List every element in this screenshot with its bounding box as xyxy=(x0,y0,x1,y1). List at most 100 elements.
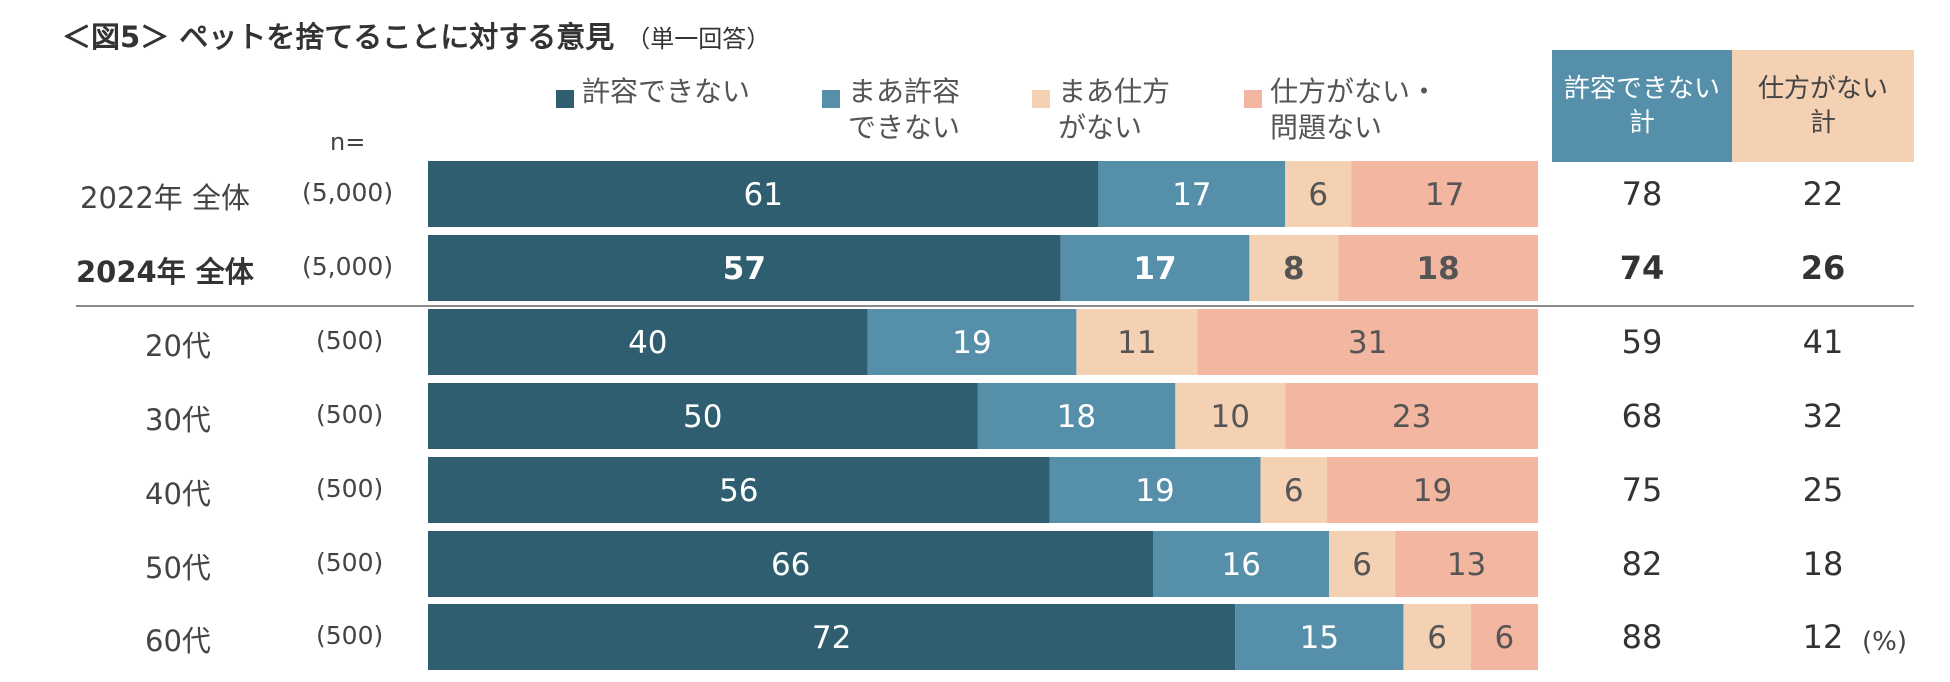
total-unacceptable: 68 xyxy=(1621,397,1663,435)
total-unacceptable: 74 xyxy=(1619,249,1665,287)
bar-segment xyxy=(1260,457,1328,523)
bar-value-label: 8 xyxy=(1283,251,1305,287)
bar-value-label: 11 xyxy=(1117,325,1156,361)
bar-segment xyxy=(428,531,1154,597)
chart-subtitle: （単一回答） xyxy=(626,25,771,53)
bar-value-label: 18 xyxy=(1057,399,1096,435)
bar-segment xyxy=(1060,235,1250,301)
bar-value-label: 6 xyxy=(1427,620,1447,656)
unit-label: (%) xyxy=(1862,627,1907,657)
bar-value-label: 66 xyxy=(771,547,810,583)
bar-value-label: 6 xyxy=(1284,473,1304,509)
bar-value-label: 15 xyxy=(1300,620,1339,656)
bar-value-label: 50 xyxy=(683,399,722,435)
bar-segment xyxy=(1403,604,1471,670)
bar-segment xyxy=(428,457,1050,523)
bar-value-label: 19 xyxy=(952,325,991,361)
bar-value-label: 17 xyxy=(1425,177,1464,213)
row-sample-size: (500) xyxy=(316,326,384,355)
bar-segment xyxy=(1049,457,1261,523)
summary-header-unacceptable: 許容できない 計 xyxy=(1552,50,1732,162)
total-unavoidable: 22 xyxy=(1802,175,1844,213)
bar-value-label: 56 xyxy=(719,473,758,509)
legend-swatch xyxy=(556,90,574,108)
total-unacceptable: 78 xyxy=(1621,175,1663,213)
total-unavoidable: 26 xyxy=(1800,249,1846,287)
row-sample-size: (5,000) xyxy=(302,178,394,207)
chart-title-main: ＜図5＞ ペットを捨てることに対する意見 xyxy=(62,20,615,54)
bar-value-label: 72 xyxy=(812,620,851,656)
total-unavoidable: 12 xyxy=(1802,618,1844,656)
bar-segment xyxy=(428,604,1236,670)
total-unacceptable: 88 xyxy=(1621,618,1663,656)
bar-segment xyxy=(428,383,978,449)
row-label: 20代 xyxy=(145,329,211,363)
bar-value-label: 23 xyxy=(1392,399,1431,435)
bar-value-label: 6 xyxy=(1352,547,1372,583)
bar-value-label: 17 xyxy=(1172,177,1211,213)
row-label: 40代 xyxy=(145,477,211,511)
bar-segment xyxy=(1395,531,1538,597)
row-label: 2024年 全体 xyxy=(76,255,254,289)
bar-segment xyxy=(1470,604,1538,670)
divider-line xyxy=(76,305,1914,307)
bar-segment xyxy=(1285,383,1538,449)
bar-segment xyxy=(1098,161,1286,227)
row-sample-size: (500) xyxy=(316,474,384,503)
row-label: 2022年 全体 xyxy=(80,181,251,215)
row-label: 60代 xyxy=(145,624,211,658)
bar-value-label: 16 xyxy=(1222,547,1261,583)
total-unavoidable: 18 xyxy=(1802,545,1844,583)
bar-value-label: 6 xyxy=(1494,620,1514,656)
bar-value-label: 57 xyxy=(723,251,766,287)
total-unacceptable: 59 xyxy=(1621,323,1663,361)
bar-value-label: 31 xyxy=(1348,325,1387,361)
bar-segment xyxy=(1175,383,1286,449)
bar-segment xyxy=(867,309,1077,375)
total-unavoidable: 32 xyxy=(1802,397,1844,435)
legend-label: まあ仕方 がない xyxy=(1058,75,1171,144)
row-sample-size: (500) xyxy=(316,621,384,650)
row-sample-size: (500) xyxy=(316,548,384,577)
n-label: n= xyxy=(330,128,366,156)
bar-segment xyxy=(428,309,868,375)
bar-value-label: 61 xyxy=(743,177,782,213)
bar-segment xyxy=(1076,309,1198,375)
bar-segment xyxy=(428,161,1099,227)
bar-segment xyxy=(1153,531,1330,597)
bar-segment xyxy=(1197,309,1538,375)
row-sample-size: (5,000) xyxy=(302,252,394,281)
bar-segment xyxy=(1285,161,1352,227)
legend-swatch xyxy=(1244,90,1262,108)
bar-segment xyxy=(1329,531,1396,597)
bar-value-label: 17 xyxy=(1133,251,1176,287)
bar-value-label: 6 xyxy=(1308,177,1328,213)
total-unavoidable: 25 xyxy=(1802,471,1844,509)
total-unacceptable: 82 xyxy=(1621,545,1663,583)
bar-segment xyxy=(1351,161,1538,227)
legend-label: 仕方がない・ 問題ない xyxy=(1270,75,1439,144)
bar-segment xyxy=(1235,604,1404,670)
bar-value-label: 40 xyxy=(628,325,667,361)
bar-segment xyxy=(1327,457,1538,523)
bar-value-label: 18 xyxy=(1417,251,1460,287)
bar-value-label: 13 xyxy=(1447,547,1486,583)
bar-segment xyxy=(977,383,1176,449)
bar-segment xyxy=(428,235,1061,301)
row-label: 30代 xyxy=(145,403,211,437)
legend-label: 許容できない xyxy=(582,75,751,108)
total-unacceptable: 75 xyxy=(1621,471,1663,509)
row-sample-size: (500) xyxy=(316,400,384,429)
row-label: 50代 xyxy=(145,551,211,585)
chart-title: ＜図5＞ ペットを捨てることに対する意見 （単一回答） xyxy=(62,14,770,56)
legend-swatch xyxy=(822,90,840,108)
total-unavoidable: 41 xyxy=(1802,323,1844,361)
legend-swatch xyxy=(1032,90,1050,108)
bar-value-label: 19 xyxy=(1135,473,1174,509)
bar-segment xyxy=(1249,235,1339,301)
legend-label: まあ許容 できない xyxy=(848,75,961,144)
bar-value-label: 10 xyxy=(1211,399,1250,435)
bar-segment xyxy=(1338,235,1538,301)
summary-header-unavoidable: 仕方がない 計 xyxy=(1732,50,1914,162)
